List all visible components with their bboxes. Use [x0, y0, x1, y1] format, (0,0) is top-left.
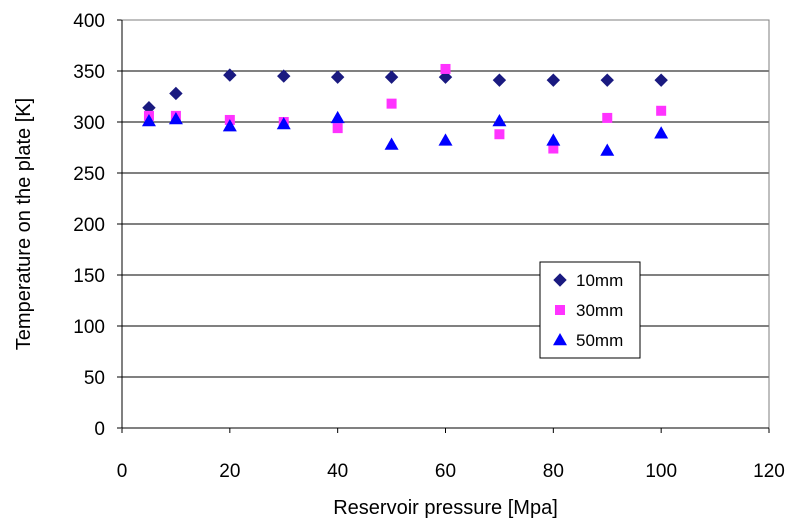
legend-marker-50mm: [553, 333, 567, 346]
data-point-10mm: [546, 73, 561, 87]
data-point-30mm: [494, 129, 505, 140]
data-point-30mm: [602, 112, 613, 123]
y-axis-title: Temperature on the plate [K]: [13, 98, 35, 350]
legend-label: 50mm: [576, 331, 623, 350]
data-point-10mm: [600, 73, 614, 87]
y-tick-label: 350: [73, 62, 105, 83]
x-axis-title: Reservoir pressure [Mpa]: [333, 497, 558, 519]
y-tick-label: 0: [94, 419, 105, 440]
data-point-30mm: [548, 143, 559, 154]
axes: [117, 19, 770, 433]
data-point-50mm: [600, 143, 615, 156]
legend-label: 30mm: [576, 301, 623, 320]
data-point-10mm: [169, 86, 183, 101]
data-point-10mm: [492, 73, 507, 87]
x-tick-label: 120: [753, 461, 785, 482]
data-point-50mm: [384, 137, 399, 150]
legend-marker-10mm: [553, 273, 567, 287]
y-tick-label: 300: [73, 113, 105, 134]
x-tick-label: 40: [327, 461, 348, 482]
data-point-10mm: [277, 69, 291, 83]
legend-marker-30mm: [555, 305, 565, 315]
data-point-50mm: [492, 113, 507, 127]
data-point-50mm: [222, 119, 237, 132]
legend: 10mm 30mm 50mm: [539, 261, 641, 359]
y-tick-label: 150: [73, 266, 105, 287]
y-tick-label: 50: [84, 368, 105, 389]
data-point-50mm: [546, 133, 561, 146]
data-point-50mm: [141, 113, 156, 127]
y-tick-label: 400: [73, 11, 105, 32]
x-tick-label: 80: [543, 461, 564, 482]
x-tick-label: 60: [435, 461, 456, 482]
data-point-10mm: [654, 73, 668, 87]
y-tick-label: 200: [73, 215, 105, 236]
data-point-50mm: [330, 110, 345, 124]
y-tick-label: 250: [73, 164, 105, 185]
data-point-30mm: [332, 123, 343, 134]
data-point-50mm: [654, 126, 669, 139]
data-point-30mm: [440, 63, 451, 74]
x-tick-label: 0: [117, 461, 128, 482]
x-tick-label: 20: [219, 461, 240, 482]
data-point-30mm: [386, 98, 397, 109]
data-point-30mm: [656, 105, 667, 116]
data-point-10mm: [438, 70, 453, 84]
y-tick-label: 100: [73, 317, 105, 338]
legend-label: 10mm: [576, 271, 623, 290]
y-tick-labels: 0 50 100 150 200 250 300 350 400: [73, 11, 105, 440]
data-point-50mm: [438, 133, 453, 146]
data-point-10mm: [384, 70, 399, 84]
data-points: [141, 63, 669, 156]
data-point-50mm: [276, 117, 291, 130]
x-tick-label: 100: [645, 461, 677, 482]
data-point-10mm: [330, 70, 345, 84]
data-point-50mm: [168, 111, 183, 125]
data-point-10mm: [223, 68, 237, 82]
x-tick-labels: 0 20 40 60 80 100 120: [117, 461, 785, 482]
